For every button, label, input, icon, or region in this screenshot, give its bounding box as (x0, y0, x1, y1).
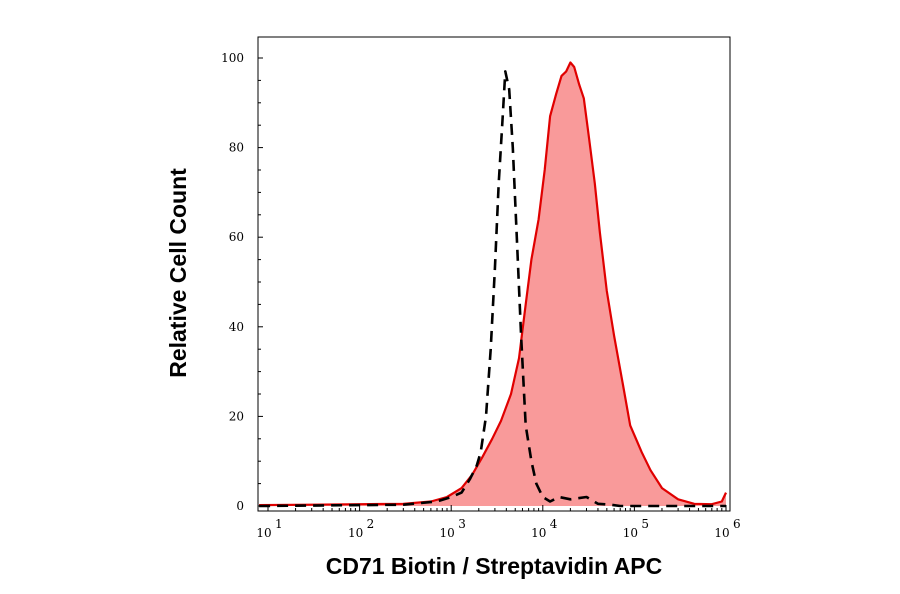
x-tick-label: 10 (440, 526, 455, 540)
x-tick-label: 10 (256, 526, 271, 540)
x-tick-label: 10 (348, 526, 363, 540)
x-tick-label: 10 (714, 526, 729, 540)
series-1-line (259, 70, 726, 508)
y-tick-label: 100 (221, 51, 244, 65)
series-0-line (259, 61, 727, 507)
x-tick-label: 10 (623, 526, 638, 540)
x-axis-title: CD71 Biotin / Streptavidin APC (326, 553, 663, 579)
x-tick-exponent: 4 (550, 517, 558, 531)
plot-area (259, 61, 727, 508)
series-0-area (259, 62, 726, 506)
x-tick-label: 10 (531, 526, 546, 540)
y-tick-label: 0 (236, 499, 244, 513)
x-tick-exponent: 1 (275, 517, 283, 531)
x-tick-exponent: 6 (733, 517, 741, 531)
y-tick-label: 20 (229, 409, 244, 423)
y-axis-title: Relative Cell Count (165, 168, 191, 378)
x-tick-exponent: 2 (367, 517, 375, 531)
plot-frame (257, 36, 731, 512)
y-tick-label: 80 (229, 141, 244, 155)
x-tick-exponent: 3 (458, 517, 466, 531)
y-tick-label: 40 (229, 320, 244, 334)
x-tick-exponent: 5 (641, 517, 649, 531)
y-tick-label: 60 (229, 230, 244, 244)
